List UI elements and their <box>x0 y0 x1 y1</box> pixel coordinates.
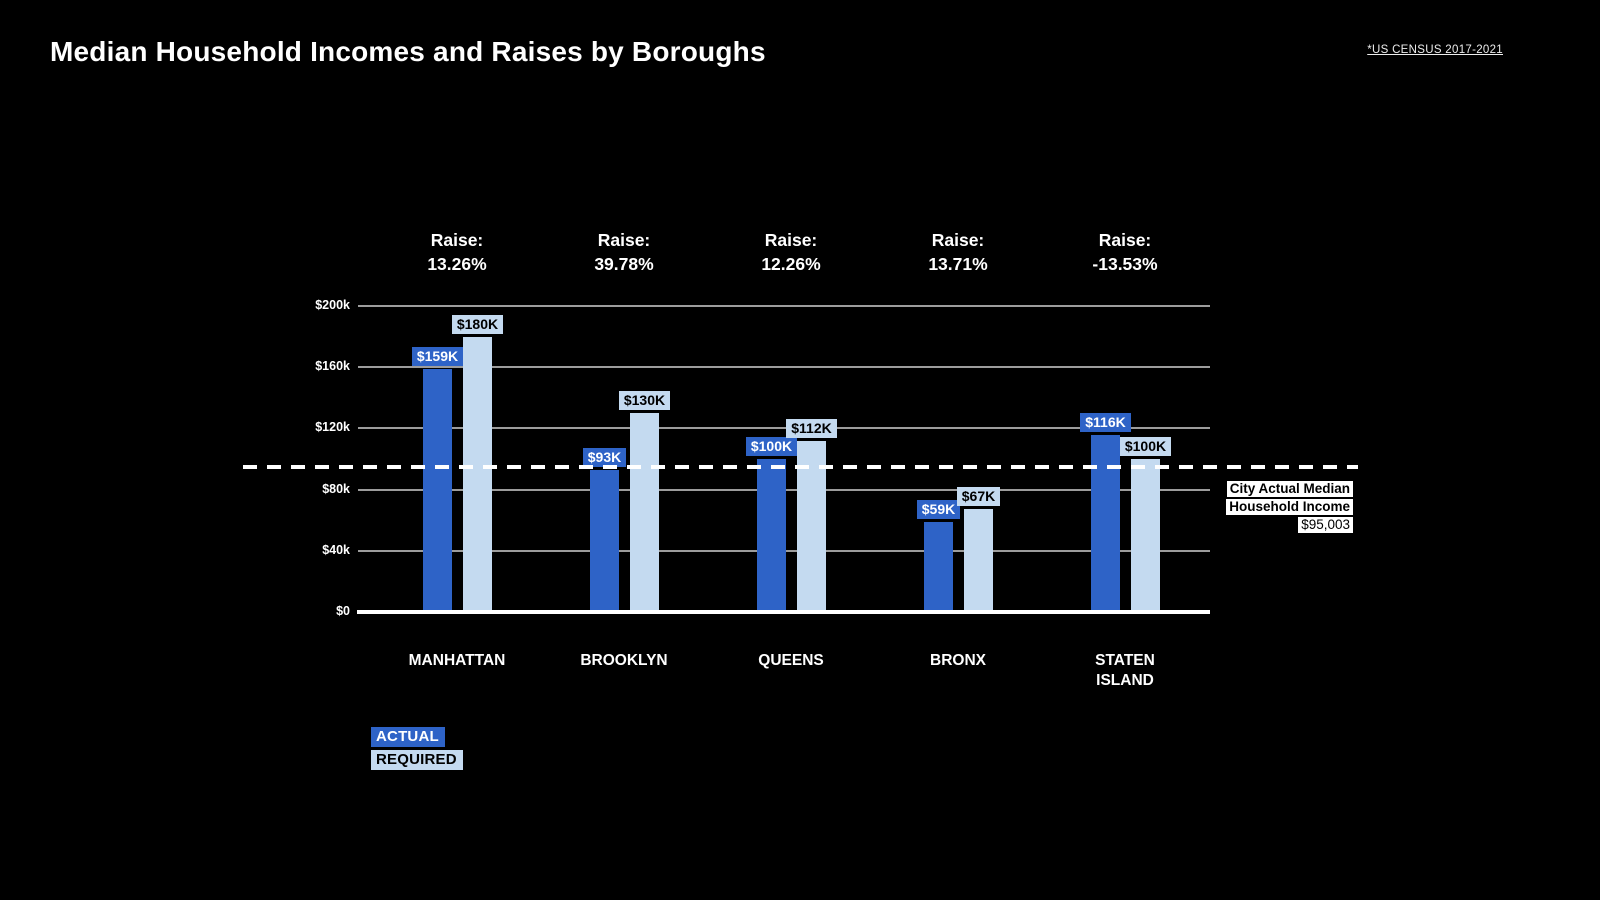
gridline <box>358 427 1210 430</box>
reference-label-text: Household Income <box>1226 499 1353 515</box>
bar-actual <box>1091 435 1120 612</box>
bar-actual <box>590 470 619 612</box>
raise-value: 13.26% <box>427 254 487 274</box>
bar-value-label: $59K <box>879 500 999 519</box>
y-axis-tick-label: $120k <box>315 420 350 435</box>
source-note-link[interactable]: *US CENSUS 2017-2021 <box>1367 44 1503 56</box>
bar-required <box>797 441 826 612</box>
x-axis-category-label: STATEN ISLAND <box>1095 652 1155 689</box>
y-axis-tick-label: $200k <box>315 298 350 312</box>
bar-value-chip: $100K <box>745 437 798 456</box>
reference-label-value: $95,003 <box>1226 516 1353 534</box>
raise-value: 39.78% <box>594 254 654 274</box>
reference-label-line: City Actual Median <box>1226 480 1353 498</box>
bar-actual <box>757 459 786 612</box>
y-axis-tick-label: $80k <box>322 481 350 496</box>
reference-label-line: Household Income <box>1226 498 1353 516</box>
bar-required <box>463 337 492 612</box>
bar-value-label: $100K <box>1086 437 1206 456</box>
raise-prefix: Raise: <box>430 230 484 250</box>
x-axis-line <box>357 610 1210 614</box>
gridline <box>358 305 1210 307</box>
raise-value: -13.53% <box>1092 254 1158 274</box>
reference-label-text: $95,003 <box>1298 517 1353 533</box>
bar-value-label: $100K <box>712 437 832 456</box>
bar-value-chip: $59K <box>916 500 961 519</box>
raise-prefix: Raise: <box>764 230 818 250</box>
y-axis-tick-label: $40k <box>322 542 350 557</box>
x-axis-category-label: MANHATTAN <box>408 652 506 669</box>
x-axis-category-label: BRONX <box>930 652 986 669</box>
y-axis-tick-label: $0 <box>336 604 350 618</box>
x-axis-category-label: QUEENS <box>758 652 824 669</box>
bar-actual <box>924 522 953 612</box>
bar-value-chip: $112K <box>786 419 837 438</box>
raise-label: Raise: 12.26% <box>706 228 876 276</box>
raise-label: Raise: 39.78% <box>539 228 709 276</box>
reference-label-text: City Actual Median <box>1226 481 1353 497</box>
reference-line-label: City Actual Median Household Income $95,00… <box>1226 480 1353 534</box>
bar-value-chip: $100K <box>1119 437 1172 456</box>
bar-value-label: $93K <box>545 448 665 467</box>
x-axis-category-label: BROOKLYN <box>580 652 668 669</box>
raise-label: Raise: -13.53% <box>1040 228 1210 276</box>
bar-value-label: $116K <box>1046 413 1166 432</box>
raise-value: 13.71% <box>928 254 988 274</box>
legend: ACTUAL REQUIRED <box>371 727 463 770</box>
bar-value-label: $112K <box>752 419 872 438</box>
bar-value-chip: $67K <box>956 487 1001 506</box>
bar-value-label: $67K <box>919 487 1039 506</box>
raise-label: Raise: 13.26% <box>372 228 542 276</box>
y-axis-tick-label: $160k <box>315 359 350 374</box>
raise-prefix: Raise: <box>931 230 985 250</box>
bar-required <box>630 413 659 612</box>
bar-value-chip: $93K <box>582 448 627 467</box>
bar-required <box>1131 459 1160 612</box>
bar-value-label: $130K <box>585 391 705 410</box>
bar-actual <box>423 369 452 612</box>
legend-item-required: REQUIRED <box>371 750 463 770</box>
raise-label: Raise: 13.71% <box>873 228 1043 276</box>
page-title: Median Household Incomes and Raises by B… <box>50 36 766 67</box>
raise-prefix: Raise: <box>597 230 651 250</box>
gridline <box>358 366 1210 369</box>
raise-prefix: Raise: <box>1098 230 1152 250</box>
bar-required <box>964 509 993 612</box>
bar-value-chip: $116K <box>1080 413 1131 432</box>
bar-value-chip: $180K <box>451 315 504 334</box>
bar-value-label: $180K <box>418 315 538 334</box>
reference-dashed-line <box>243 465 1358 469</box>
bar-value-chip: $130K <box>618 391 671 410</box>
legend-item-actual: ACTUAL <box>371 727 445 747</box>
raise-value: 12.26% <box>761 254 821 274</box>
bar-value-chip: $159K <box>411 347 464 366</box>
bar-value-label: $159K <box>378 347 498 366</box>
